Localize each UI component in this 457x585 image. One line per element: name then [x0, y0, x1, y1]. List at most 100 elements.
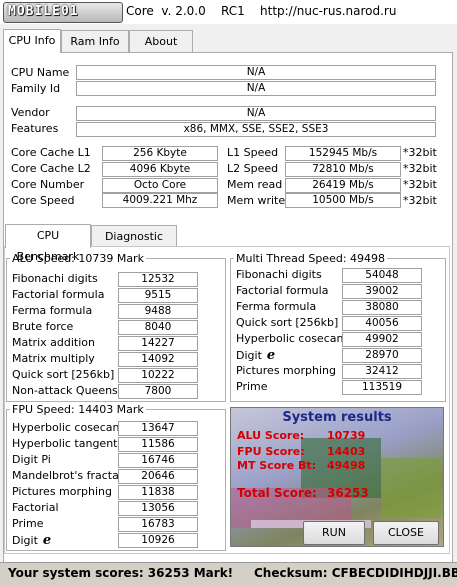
mt-row-label-text: Digit — [236, 349, 262, 362]
fpu-row-label-text: Hyperbolic tangent — [12, 437, 118, 450]
alu-row-value: 8040 — [118, 320, 198, 335]
mt-row-value: 49902 — [342, 332, 422, 347]
mem-write-field: 10500 Mb/s — [285, 193, 401, 208]
fpu-row-label-text: Mandelbrot's fractal — [12, 469, 122, 482]
total-score-label: Total Score: — [237, 486, 317, 500]
core-speed-field: 4009.221 Mhz — [102, 193, 218, 208]
l1-bit-unit: *32bit — [403, 146, 437, 159]
alu-row-value: 14092 — [118, 352, 198, 367]
mt-row-label: Hyperbolic cosecant — [236, 332, 348, 345]
vendor-field: N/A — [76, 106, 436, 121]
fpu-row-value: 11838 — [118, 485, 198, 500]
l2-speed-field: 72810 Mb/s — [285, 162, 401, 177]
mt-row-label: Prime — [236, 380, 268, 393]
alu-row-label: Ferma formula — [12, 304, 92, 317]
l2-speed-label: L2 Speed — [227, 162, 279, 175]
alu-row-label-text: Factorial formula — [12, 288, 105, 301]
e-glyph-icon: e — [266, 348, 276, 363]
mt-row-label: Fibonachi digits — [236, 268, 322, 281]
mt-row-label: Ferma formula — [236, 300, 316, 313]
l1-speed-label: L1 Speed — [227, 146, 279, 159]
tab-cpu-benchmark[interactable]: CPU Benchmark — [5, 224, 91, 263]
alu-row-value: 7800 — [118, 384, 198, 399]
fpu-score-value: 14403 — [327, 445, 366, 458]
alu-row-label: Factorial formula — [12, 288, 104, 301]
alu-row-label-text: Matrix addition — [12, 336, 95, 349]
fpu-row-label-text: Hyperbolic cosecant — [12, 421, 124, 434]
mt-row-label-text: Fibonachi digits — [236, 268, 322, 281]
alu-row-label: Quick sort [256kb] — [12, 368, 114, 381]
mem-read-bit-unit: *32bit — [403, 178, 437, 191]
logo-text: MOBILE01 — [8, 4, 79, 19]
cpu-name-field: N/A — [76, 65, 436, 80]
sub-tab-strip: CPU Benchmark Diagnostic — [5, 224, 185, 263]
fpu-row-label-text: Prime — [12, 517, 44, 530]
tab-ram-info[interactable]: Ram Info — [61, 30, 129, 52]
mt-row-label-text: Factorial formula — [236, 284, 329, 297]
mem-read-field: 26419 Mb/s — [285, 178, 401, 193]
mem-write-bit-unit: *32bit — [403, 194, 437, 207]
mt-row-value: 40056 — [342, 316, 422, 331]
heatsink-shape — [381, 458, 441, 518]
mem-read-label: Mem read — [227, 178, 283, 191]
core-number-field: Octo Core — [102, 178, 218, 193]
tab-diagnostic[interactable]: Diagnostic — [91, 225, 177, 247]
alu-row-label-text: Ferma formula — [12, 304, 93, 317]
vendor-label: Vendor — [11, 106, 50, 119]
fpu-row-value: 16746 — [118, 453, 198, 468]
status-bar: Your system scores: 36253 Mark! Checksum… — [0, 562, 457, 585]
alu-row-value: 9515 — [118, 288, 198, 303]
fpu-row-label-text: Digit Pi — [12, 453, 51, 466]
fpu-row-label: Hyperbolic cosecant — [12, 421, 124, 434]
fpu-row-label: Digit e — [12, 533, 51, 548]
close-button[interactable]: CLOSE — [373, 521, 439, 545]
alu-row-label: Fibonachi digits — [12, 272, 98, 285]
app-logo: MOBILE01 — [3, 2, 123, 23]
alu-row-label: Brute force — [12, 320, 73, 333]
fpu-row-label: Mandelbrot's fractal — [12, 469, 122, 482]
fpu-row-label-text: Pictures morphing — [12, 485, 112, 498]
family-field: N/A — [76, 81, 436, 96]
features-label: Features — [11, 122, 59, 135]
alu-row-label-text: Matrix multiply — [12, 352, 95, 365]
cache-l1-field: 256 Kbyte — [102, 146, 218, 161]
alu-row-label-text: Non-attack Queens — [12, 384, 118, 397]
cache-l1-label: Core Cache L1 — [11, 146, 91, 159]
system-results-panel: System results ALU Score: 10739 FPU Scor… — [230, 407, 444, 547]
alu-row-label: Matrix addition — [12, 336, 95, 349]
mt-row-value: 113519 — [342, 380, 422, 395]
tab-cpu-info[interactable]: CPU Info — [3, 29, 61, 53]
alu-row-label-text: Brute force — [12, 320, 74, 333]
system-scores-text: Your system scores: 36253 Mark! — [8, 566, 234, 580]
mt-row-label-text: Hyperbolic cosecant — [236, 332, 348, 345]
fpu-row-value: 13056 — [118, 501, 198, 516]
alu-row-label: Matrix multiply — [12, 352, 95, 365]
mt-row-label: Digit e — [236, 348, 275, 363]
tab-about[interactable]: About — [129, 30, 193, 52]
window-title: Core v. 2.0.0 RC1 http://nuc-rus.narod.r… — [126, 4, 397, 18]
mt-row-value: 32412 — [342, 364, 422, 379]
run-button[interactable]: RUN — [303, 521, 365, 545]
mt-row-value: 54048 — [342, 268, 422, 283]
mt-score-label: MT Score Bt: — [237, 459, 317, 472]
mt-row-label-text: Prime — [236, 380, 268, 393]
mt-row-label: Pictures morphing — [236, 364, 336, 377]
mt-score-value: 49498 — [327, 459, 366, 472]
e-glyph-icon: e — [42, 533, 52, 548]
alu-row-value: 14227 — [118, 336, 198, 351]
mt-row-label-text: Ferma formula — [236, 300, 317, 313]
alu-row-label: Non-attack Queens — [12, 384, 118, 397]
fpu-row-label: Digit Pi — [12, 453, 51, 466]
alu-row-label-text: Quick sort [256kb] — [12, 368, 115, 381]
mt-row-label-text: Pictures morphing — [236, 364, 336, 377]
fpu-row-label: Hyperbolic tangent — [12, 437, 117, 450]
mem-write-label: Mem write — [227, 194, 286, 207]
mt-row-value: 39002 — [342, 284, 422, 299]
alu-score-value: 10739 — [327, 429, 366, 442]
cache-l2-field: 4096 Kbyte — [102, 162, 218, 177]
mt-title: Multi Thread Speed: 49498 — [234, 252, 388, 265]
fpu-score-label: FPU Score: — [237, 445, 305, 458]
alu-row-value: 10222 — [118, 368, 198, 383]
results-title: System results — [282, 410, 392, 425]
fpu-title: FPU Speed: 14403 Mark — [10, 403, 146, 416]
